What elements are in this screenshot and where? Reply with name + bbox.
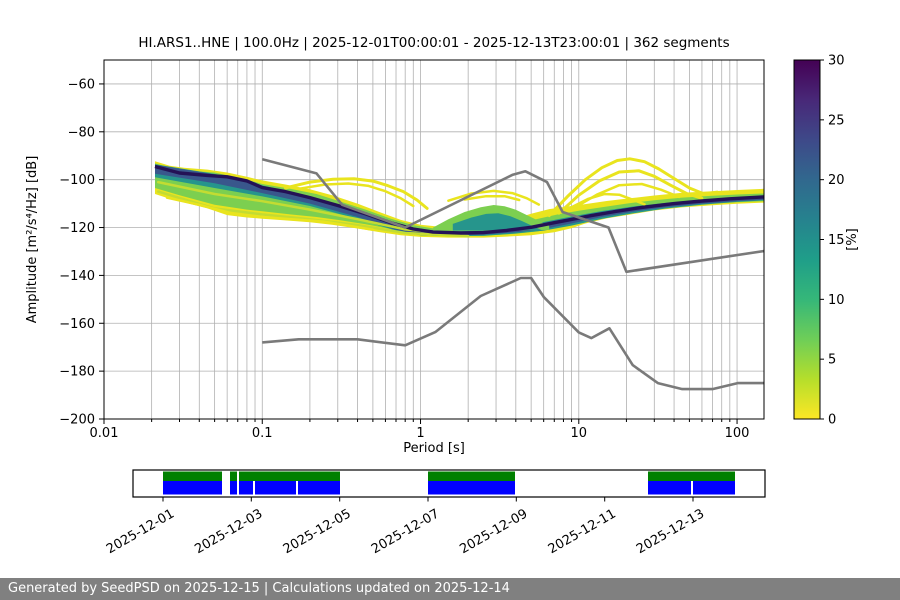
coverage-timeline: 2025-12-01 2025-12-03 2025-12-05 2025-12-07…: [104, 469, 766, 557]
ppsd-outlier-arc: [283, 177, 429, 210]
ppsd-outlier-arc: [547, 157, 719, 218]
footer-text: Generated by SeedPSD on 2025-12-15 | Cal…: [8, 581, 510, 596]
timeline-segment-blue: [648, 481, 691, 495]
colorbar-tick-label: 20: [828, 173, 845, 188]
y-tick-label: −180: [59, 365, 95, 380]
timeline-date-label: 2025-12-09: [457, 506, 530, 557]
ppsd-outlier-arc: [447, 189, 541, 206]
x-tick-label: 0.1: [252, 426, 273, 441]
timeline-date-label: 2025-12-05: [281, 506, 354, 557]
ppsd-figure: HI.ARS1..HNE | 100.0Hz | 2025-12-01T00:0…: [25, 35, 860, 557]
y-axis-label: Amplitude [m²/s⁴/Hz] [dB]: [25, 156, 40, 324]
ppsd-secondary-bump: [452, 213, 542, 231]
timeline-segment-blue: [428, 481, 515, 495]
timeline-segment-blue: [693, 481, 735, 495]
nhnm-line: [261, 158, 764, 274]
timeline-segment-green: [648, 471, 735, 481]
ppsd-outlier-arc: [570, 192, 646, 209]
noise-model-lines: [261, 158, 764, 391]
ppsd-outlier-arc: [557, 169, 704, 215]
colorbar: 0 5 10 15 20 25 30: [793, 54, 845, 428]
y-tick-label: −80: [68, 125, 95, 140]
x-axis-label: Period [s]: [403, 441, 465, 456]
y-tick-label: −100: [59, 173, 95, 188]
timeline-segment-green: [239, 471, 340, 481]
colorbar-tick-label: 10: [828, 293, 845, 308]
y-tick-label: −140: [59, 269, 95, 284]
timeline-segment-blue: [230, 481, 237, 495]
colorbar-tick-label: 15: [828, 233, 845, 248]
ppsd-streak: [165, 196, 375, 231]
ppsd-histogram: [154, 157, 764, 238]
ppsd-outlier-arc: [463, 194, 521, 202]
plot-title: HI.ARS1..HNE | 100.0Hz | 2025-12-01T00:0…: [138, 35, 729, 51]
colorbar-label: [%]: [845, 228, 860, 251]
footer-bar: Generated by SeedPSD on 2025-12-15 | Cal…: [0, 578, 900, 600]
timeline-segment-blue: [239, 481, 253, 495]
timeline-date-label: 2025-12-13: [634, 506, 707, 557]
colorbar-tick-label: 5: [828, 353, 836, 368]
timeline-date-label: 2025-12-01: [104, 506, 177, 557]
ppsd-mode-ridge: [154, 164, 764, 235]
ppsd-band: [155, 163, 764, 236]
timeline-segment-green: [230, 471, 237, 481]
colorbar-tick-label: 30: [828, 54, 845, 69]
y-tick-label: −200: [59, 413, 95, 428]
y-tick-label: −160: [59, 317, 95, 332]
x-tick-label: 10: [571, 426, 588, 441]
y-tick-label: −120: [59, 221, 95, 236]
timeline-date-label: 2025-12-07: [369, 506, 442, 557]
timeline-date-label: 2025-12-03: [192, 506, 265, 557]
timeline-segment-green: [163, 471, 222, 481]
plot-spines: [103, 59, 765, 420]
x-tick-label: 0.01: [90, 426, 119, 441]
y-tick-label: −60: [68, 77, 95, 92]
timeline-segment-blue: [163, 481, 222, 495]
colorbar-tick-label: 25: [828, 113, 845, 128]
colorbar-tick-label: 0: [828, 413, 836, 428]
timeline-segment-green: [428, 471, 515, 481]
axes-layer: 0.01 0.1 1 10 100 −60 −80 −100 −120 −140 −160 −180 −…: [59, 59, 765, 441]
colorbar-gradient: [793, 59, 821, 420]
ppsd-streak: [156, 180, 450, 235]
grid-layer: [103, 60, 764, 420]
timeline-segment-blue: [298, 481, 340, 495]
timeline-date-label: 2025-12-11: [546, 506, 619, 557]
x-tick-label: 1: [416, 426, 424, 441]
timeline-segment-blue: [255, 481, 296, 495]
nlnm-line: [262, 276, 764, 391]
x-tick-label: 100: [725, 426, 750, 441]
